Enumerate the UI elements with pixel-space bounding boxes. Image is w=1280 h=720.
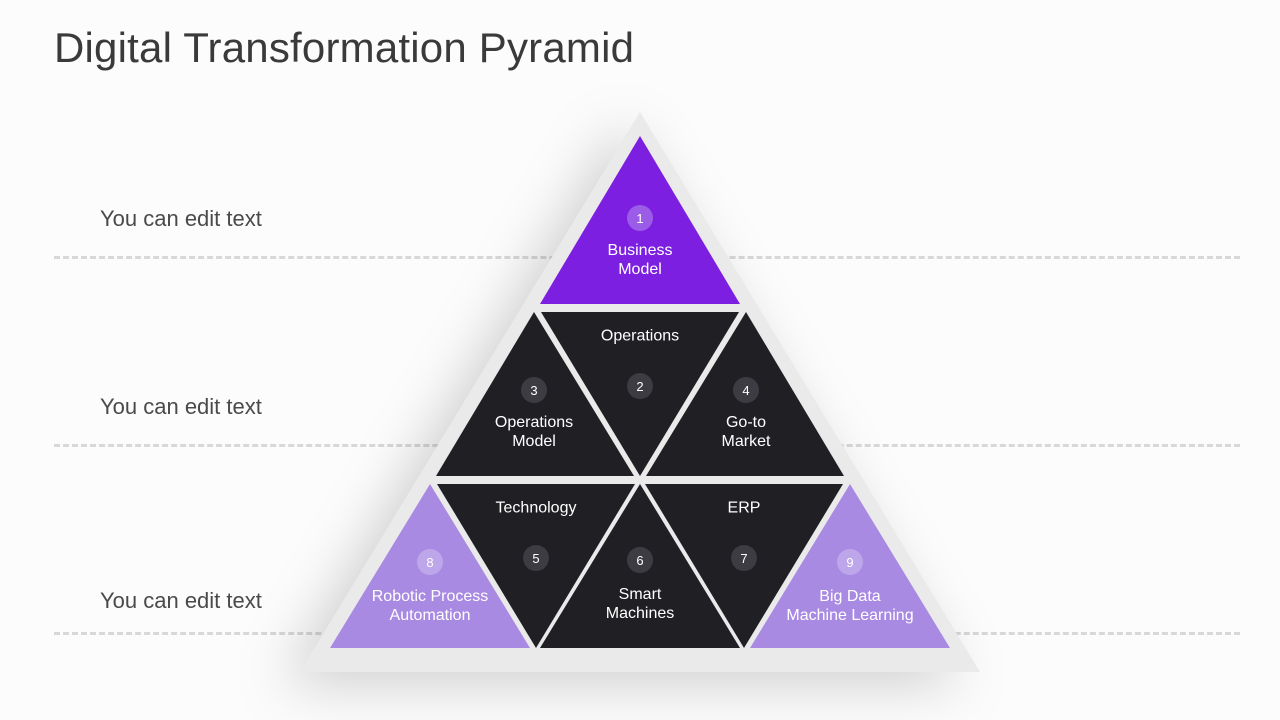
segment-7-badge: 7 — [731, 545, 757, 571]
segment-1-label: Business Model — [608, 241, 673, 279]
segment-5-badge: 5 — [523, 545, 549, 571]
row-1-caption[interactable]: You can edit text — [100, 206, 262, 232]
segment-8-label: Robotic Process Automation — [372, 587, 489, 625]
segment-9-label: Big Data Machine Learning — [786, 587, 913, 625]
segment-4-label: Go-to Market — [722, 413, 771, 451]
segment-1-badge: 1 — [627, 205, 653, 231]
segment-5-label: Technology — [496, 498, 577, 517]
segment-6-label: Smart Machines — [606, 585, 674, 623]
segment-6-badge: 6 — [627, 547, 653, 573]
segment-7-label: ERP — [728, 498, 761, 517]
row-3-caption[interactable]: You can edit text — [100, 588, 262, 614]
segment-4-badge: 4 — [733, 377, 759, 403]
segment-9-badge: 9 — [837, 549, 863, 575]
segment-2-badge: 2 — [627, 373, 653, 399]
segment-8-badge: 8 — [417, 549, 443, 575]
slide: Digital Transformation Pyramid You can e… — [0, 0, 1280, 720]
segment-3-badge: 3 — [521, 377, 547, 403]
row-2-caption[interactable]: You can edit text — [100, 394, 262, 420]
page-title: Digital Transformation Pyramid — [54, 24, 634, 72]
segment-2-label: Operations — [601, 326, 679, 345]
segment-3-label: Operations Model — [495, 413, 573, 451]
pyramid: 1 Business Model 2 Operations 3 Operations Mo… — [300, 112, 980, 672]
